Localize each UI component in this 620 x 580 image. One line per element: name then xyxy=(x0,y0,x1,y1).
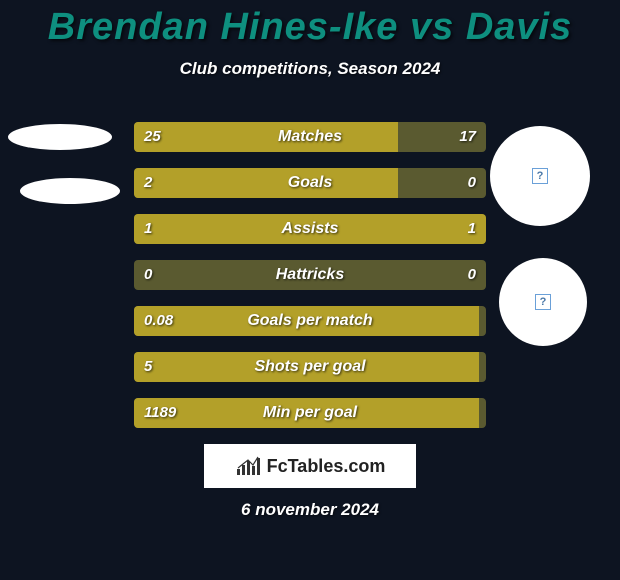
subtitle: Club competitions, Season 2024 xyxy=(0,59,620,79)
brand-bars-icon xyxy=(235,455,263,477)
stat-label: Min per goal xyxy=(134,398,486,428)
stat-row: 0Hattricks0 xyxy=(134,260,486,290)
stat-value-right: 1 xyxy=(468,214,476,244)
placeholder-icon: ? xyxy=(535,294,551,310)
stat-row: 5Shots per goal xyxy=(134,352,486,382)
player-silhouette xyxy=(8,124,112,150)
stat-value-right: 0 xyxy=(468,168,476,198)
stat-row: 0.08Goals per match xyxy=(134,306,486,336)
player-silhouette xyxy=(20,178,120,204)
stat-value-right: 17 xyxy=(459,122,476,152)
stat-label: Assists xyxy=(134,214,486,244)
stat-value-right: 0 xyxy=(468,260,476,290)
club-badge: ? xyxy=(490,126,590,226)
stat-label: Goals xyxy=(134,168,486,198)
player2-name: Davis xyxy=(466,6,572,48)
page-title: Brendan Hines-Ike vs Davis xyxy=(0,0,620,49)
stat-label: Hattricks xyxy=(134,260,486,290)
stat-label: Shots per goal xyxy=(134,352,486,382)
stat-label: Goals per match xyxy=(134,306,486,336)
stat-row: 25Matches17 xyxy=(134,122,486,152)
stat-row: 1Assists1 xyxy=(134,214,486,244)
stat-row: 1189Min per goal xyxy=(134,398,486,428)
stat-label: Matches xyxy=(134,122,486,152)
club-badge: ? xyxy=(499,258,587,346)
player1-name: Brendan Hines-Ike xyxy=(48,6,399,48)
vs-text: vs xyxy=(410,6,454,48)
brand-watermark: FcTables.com xyxy=(204,444,416,488)
date-label: 6 november 2024 xyxy=(0,500,620,520)
brand-text: FcTables.com xyxy=(267,456,386,477)
placeholder-icon: ? xyxy=(532,168,548,184)
stat-row: 2Goals0 xyxy=(134,168,486,198)
stats-table: 25Matches172Goals01Assists10Hattricks00.… xyxy=(134,122,486,444)
